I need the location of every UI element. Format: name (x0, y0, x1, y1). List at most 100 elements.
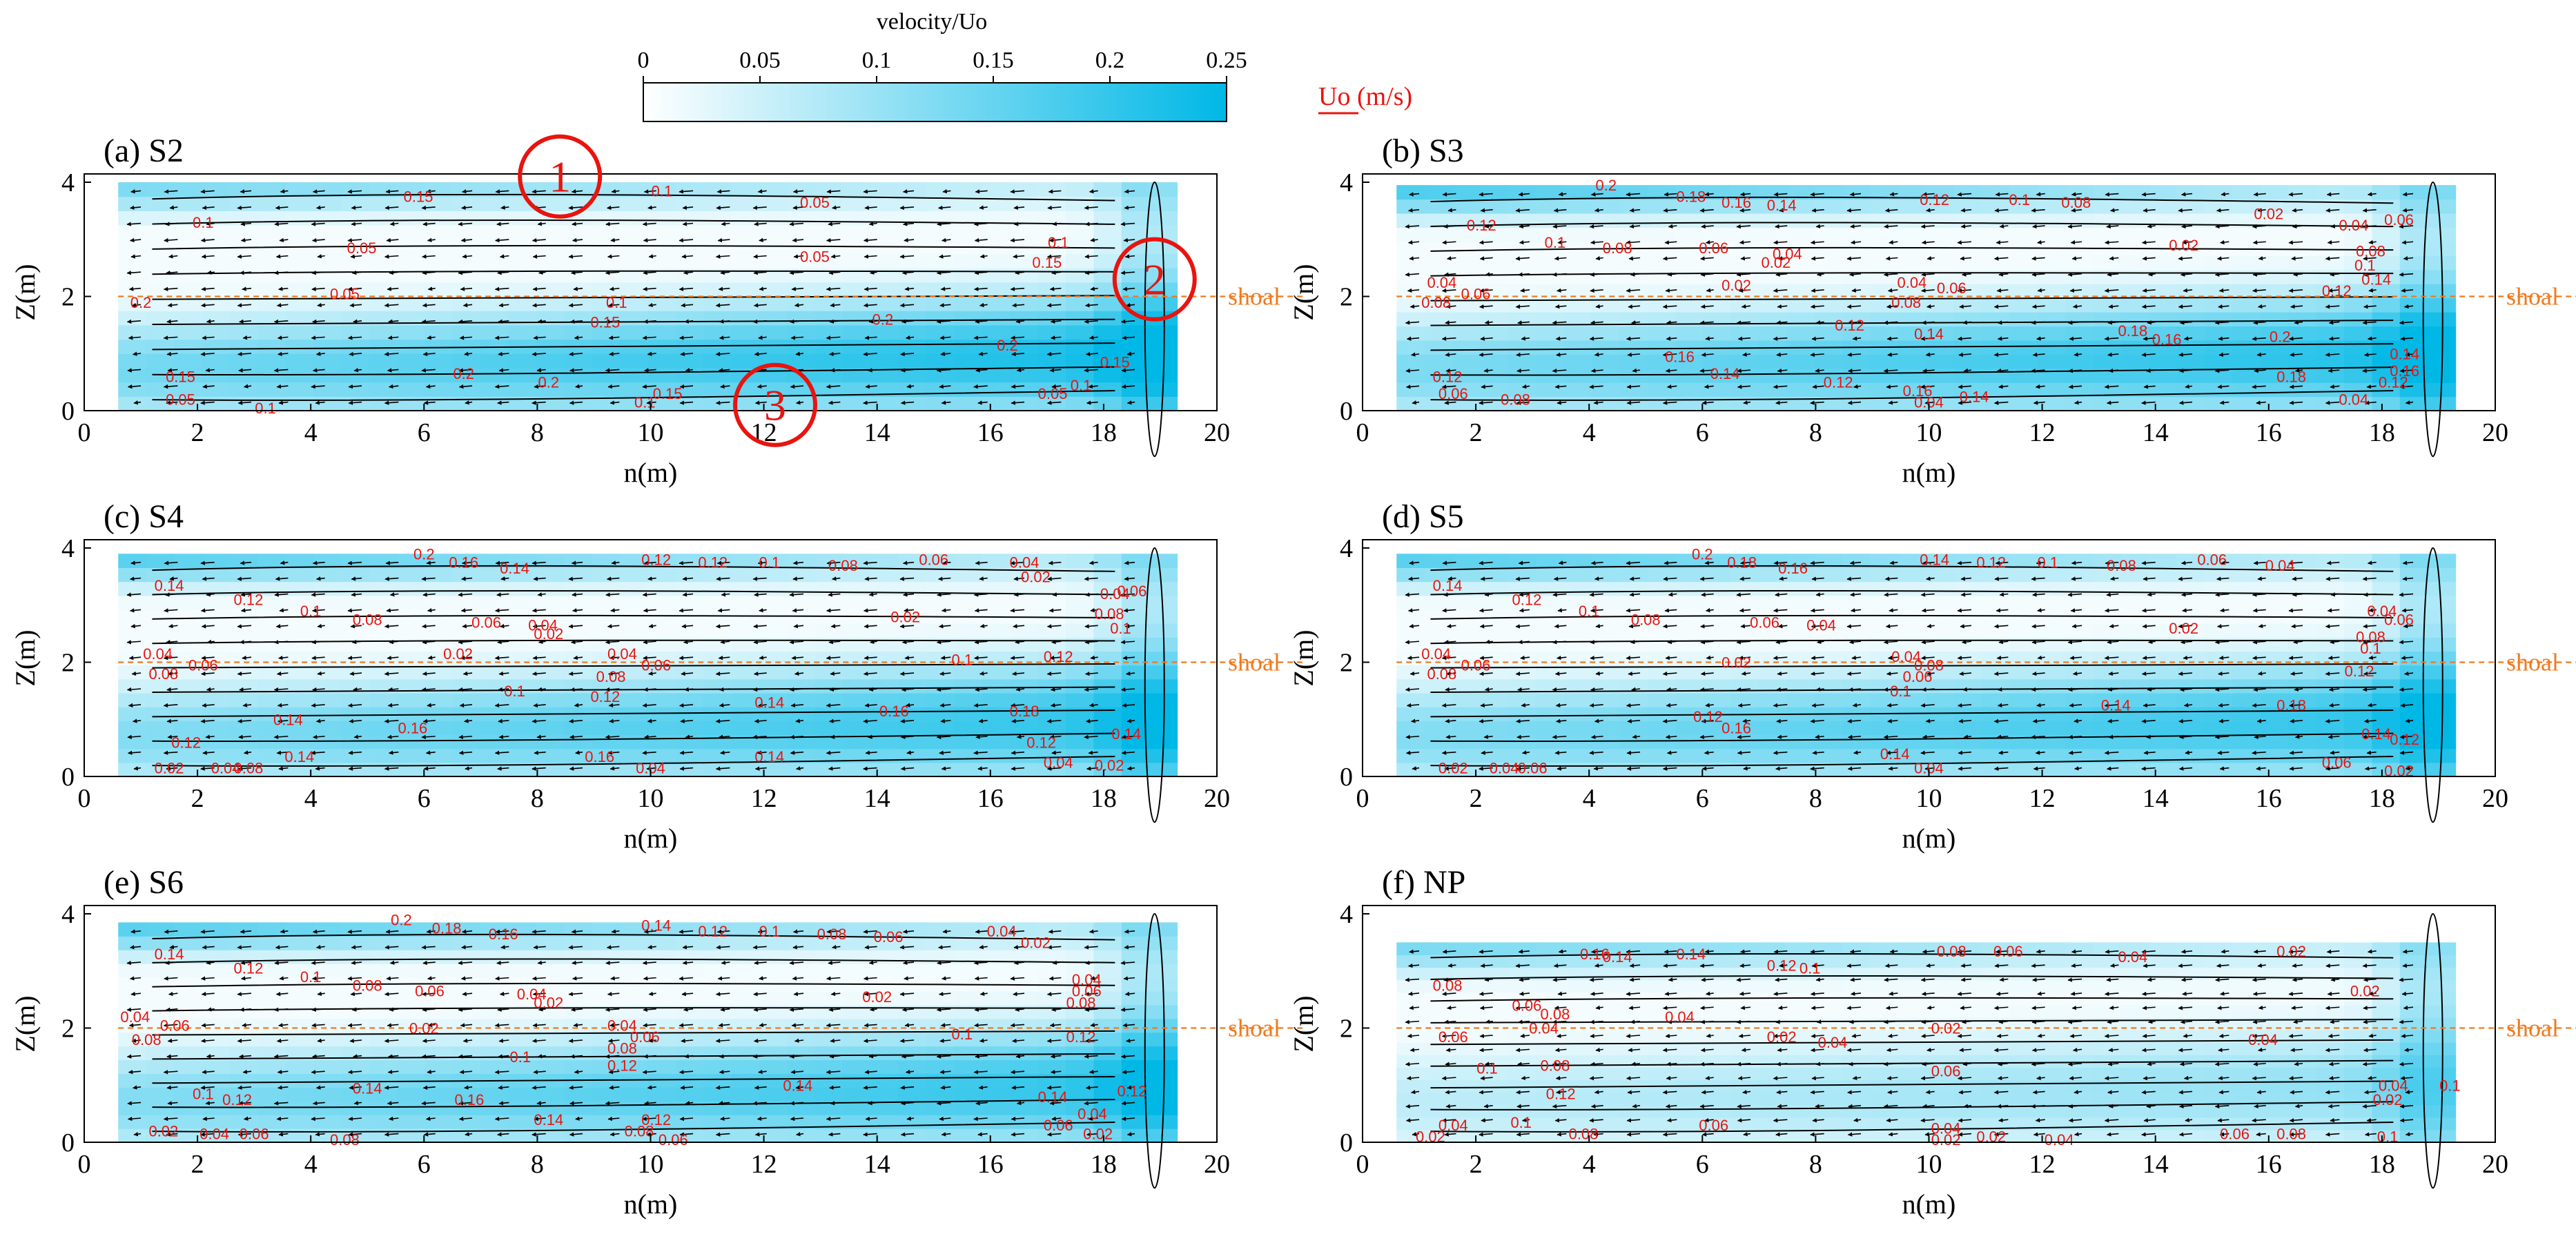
field-cell (313, 581, 342, 596)
field-cell (1037, 296, 1066, 311)
contour-label: 0.14 (155, 577, 184, 594)
field-cell (1480, 269, 1509, 284)
field-cell (2399, 595, 2428, 610)
field-cell (1507, 269, 1536, 284)
field-cell (982, 1004, 1011, 1019)
vector-arrow (389, 384, 399, 389)
field-cell (425, 396, 453, 411)
field-cell (229, 382, 258, 397)
field-cell (2037, 748, 2066, 763)
field-cell (369, 567, 398, 583)
field-cell (954, 1004, 983, 1019)
field-cell (926, 1115, 955, 1129)
field-cell (843, 211, 872, 226)
field-cell (2428, 595, 2457, 610)
contour-label: 0.06 (2384, 211, 2414, 228)
field-cell (1898, 595, 1926, 610)
field-cell (1010, 721, 1039, 736)
field-cell (257, 182, 286, 197)
field-cell (926, 1073, 955, 1088)
field-cell (1898, 368, 1926, 383)
contour-label: 0.06 (2322, 754, 2352, 771)
field-cell (1814, 581, 1843, 596)
vector-arrow (422, 303, 436, 308)
contour-line (152, 366, 1115, 375)
field-cell (814, 396, 843, 411)
field-cell (814, 225, 843, 240)
field-cell (1563, 623, 1592, 638)
field-cell (425, 353, 453, 369)
x-tick-label: 14 (864, 784, 890, 813)
y-tick-label: 0 (61, 397, 75, 426)
field-cell (146, 964, 175, 978)
field-cell (1898, 227, 1926, 242)
field-cell (731, 1004, 760, 1019)
field-cell (452, 721, 481, 736)
field-cell (1507, 567, 1536, 583)
field-cell (926, 964, 955, 978)
field-cell (814, 721, 843, 736)
field-cell (1396, 311, 1425, 327)
field-cell (620, 950, 648, 964)
vector-arrow (200, 237, 215, 243)
field-cell (1647, 382, 1676, 398)
field-cell (1786, 326, 1815, 341)
field-cell (2121, 678, 2150, 694)
field-cell (1010, 1032, 1039, 1047)
field-cell (2037, 678, 2066, 694)
field-cell (480, 977, 509, 992)
field-cell (870, 762, 899, 777)
field-cell (2288, 340, 2317, 355)
field-cell (703, 1128, 732, 1143)
field-cell (759, 595, 788, 610)
field-cell (564, 721, 593, 736)
field-cell (843, 665, 872, 680)
field-cell (1424, 595, 1453, 610)
field-cell (118, 225, 147, 240)
field-cell (229, 1004, 258, 1019)
field-cell (1093, 665, 1122, 680)
field-cell (2372, 707, 2401, 721)
field-cell (1953, 748, 1982, 763)
field-cell (2205, 396, 2234, 411)
field-cell (731, 651, 760, 666)
field-cell (1842, 199, 1871, 214)
field-cell (592, 1087, 621, 1102)
field-cell (2009, 748, 2038, 763)
vector-arrow (347, 335, 362, 340)
field-cell (229, 253, 258, 268)
field-cell (954, 595, 983, 610)
field-cell (202, 637, 231, 652)
field-cell (313, 950, 342, 964)
field-cell (898, 762, 927, 777)
field-cell (1647, 199, 1676, 214)
field-cell (173, 268, 202, 283)
field-cell (146, 623, 175, 638)
field-cell (1870, 269, 1899, 284)
field-cell (592, 296, 621, 311)
field-cell (2065, 554, 2094, 569)
x-axis: 0 2 4 6 8 10 12 14 16 18 20n(m) (78, 404, 1230, 488)
field-cell (1619, 651, 1648, 666)
field-cell (814, 1087, 843, 1102)
field-cell (898, 1128, 927, 1143)
field-cell (843, 296, 872, 311)
field-cell (592, 211, 621, 226)
field-cell (313, 554, 342, 569)
x-tick-label: 6 (1696, 418, 1709, 447)
field-cell (1982, 651, 2011, 666)
field-cell (1093, 707, 1122, 721)
field-cell (2344, 311, 2373, 327)
field-cell (341, 721, 370, 736)
field-cell (285, 268, 314, 283)
field-cell (1953, 762, 1982, 777)
field-cell (703, 964, 732, 978)
field-cell (2232, 396, 2261, 411)
x-axis-label: n(m) (624, 457, 678, 488)
field-cell (954, 211, 983, 226)
field-cell (257, 623, 286, 638)
field-cell (1563, 554, 1592, 569)
field-cell (397, 1128, 425, 1143)
field-cell (954, 253, 983, 268)
